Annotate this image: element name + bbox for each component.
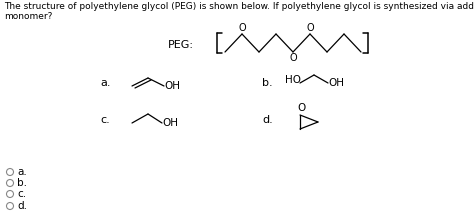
Text: HO: HO (285, 75, 301, 85)
Text: O: O (289, 53, 297, 63)
Text: OH: OH (162, 118, 178, 128)
Text: The structure of polyethylene glycol (PEG) is shown below. If polyethylene glyco: The structure of polyethylene glycol (PE… (4, 2, 474, 22)
Text: d.: d. (262, 115, 273, 125)
Text: b.: b. (17, 178, 27, 188)
Text: d.: d. (17, 201, 27, 211)
Text: a.: a. (17, 167, 27, 177)
Text: c.: c. (100, 115, 110, 125)
Text: O: O (306, 23, 314, 33)
Text: b.: b. (262, 78, 273, 88)
Text: O: O (298, 103, 306, 113)
Text: OH: OH (328, 78, 344, 88)
Text: OH: OH (164, 81, 180, 91)
Text: a.: a. (100, 78, 110, 88)
Text: c.: c. (17, 189, 26, 199)
Text: PEG:: PEG: (168, 40, 194, 50)
Text: O: O (238, 23, 246, 33)
